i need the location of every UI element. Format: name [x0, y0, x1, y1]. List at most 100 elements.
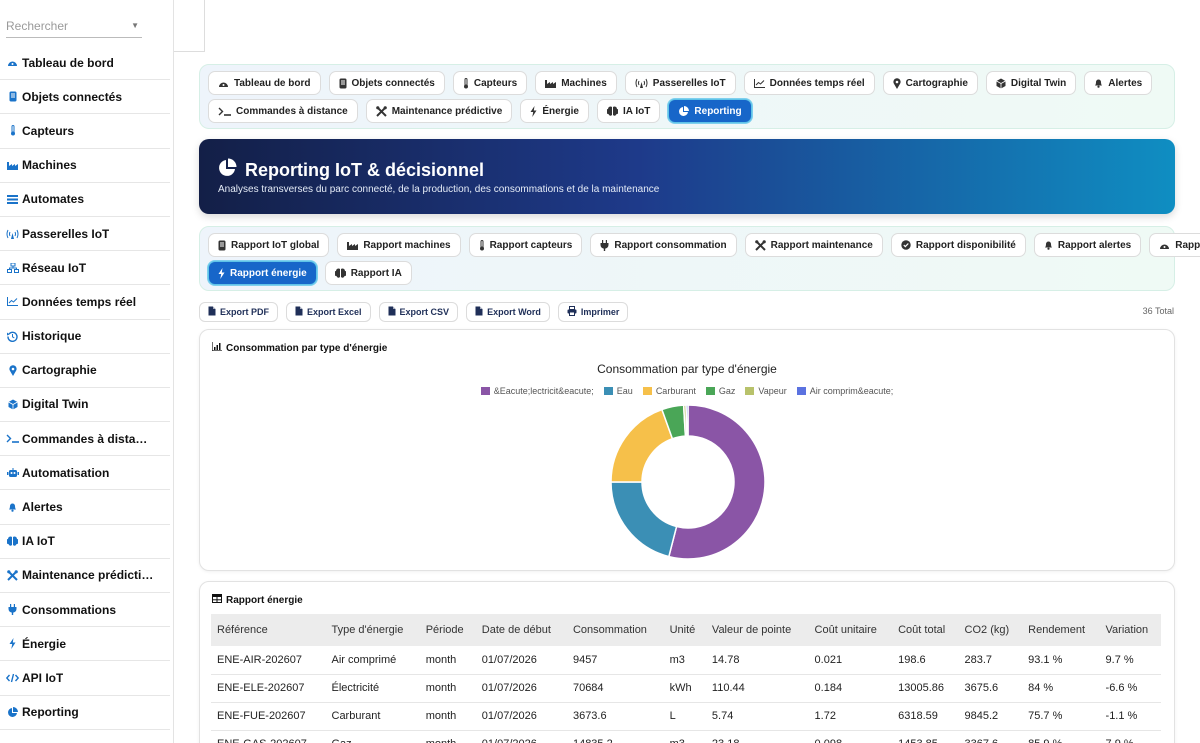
sidebar-item-maintenance-predicti[interactable]: Maintenance prédicti…: [0, 559, 170, 593]
search-select[interactable]: ▼: [6, 14, 142, 38]
imprimer-button[interactable]: Imprimer: [557, 302, 629, 322]
report-tab-rapport-oee[interactable]: Rapport OEE: [1149, 233, 1200, 257]
sidebar-item-label: Machines: [22, 158, 77, 173]
legend-item[interactable]: &Eacute;lectricit&eacute;: [480, 386, 594, 396]
sidebar-item-alertes[interactable]: Alertes: [0, 490, 170, 525]
column-header[interactable]: Unité: [663, 614, 706, 646]
tab-alertes[interactable]: Alertes: [1084, 71, 1153, 95]
report-tab-rapport-machines[interactable]: Rapport machines: [337, 233, 461, 257]
cube-icon: [6, 398, 19, 411]
report-tab-rapport-alertes[interactable]: Rapport alertes: [1033, 233, 1142, 257]
sidebar-item-energie[interactable]: Énergie: [0, 627, 170, 662]
table-row[interactable]: ENE-AIR-202607 Air comprimé month 01/07/202…: [211, 646, 1161, 675]
search-input[interactable]: [6, 18, 116, 33]
table-cell: month: [419, 702, 476, 731]
sidebar-item-reporting[interactable]: Reporting: [0, 696, 170, 730]
legend-item[interactable]: Carburant: [642, 386, 696, 396]
table-cell: 84 %: [1022, 674, 1100, 703]
legend-item[interactable]: Eau: [603, 386, 633, 396]
donut-chart: [610, 404, 766, 560]
tab-machines[interactable]: Machines: [535, 71, 617, 95]
column-header[interactable]: Date de début: [475, 614, 567, 646]
tab-label: Digital Twin: [1010, 77, 1067, 89]
table-row[interactable]: ENE-GAS-202607Gazmonth01/07/202614835.2m…: [211, 730, 1161, 743]
table-cell: 01/07/2026: [475, 702, 567, 731]
table-row[interactable]: ENE-FUE-202607 Carburant month 01/07/2026 36…: [211, 702, 1161, 731]
export-excel-button[interactable]: Export Excel: [286, 302, 371, 322]
report-tab-rapport-ia[interactable]: Rapport IA: [324, 261, 412, 285]
sidebar-item-historique[interactable]: Historique: [0, 320, 170, 354]
tab-cartographie[interactable]: Cartographie: [882, 71, 978, 95]
tab-commandes-a-distance[interactable]: Commandes à distance: [208, 99, 358, 123]
donut-slice-1[interactable]: [610, 481, 678, 558]
tab-maintenance-predictive[interactable]: Maintenance prédictive: [365, 99, 513, 123]
tab-energie[interactable]: Énergie: [520, 99, 589, 123]
table-cell: 1453.85: [892, 730, 959, 743]
sidebar-item-consommations[interactable]: Consommations: [0, 593, 170, 628]
legend-item[interactable]: Air comprim&eacute;: [796, 386, 893, 396]
pie-icon: [6, 706, 19, 719]
sidebar-item-ia-iot[interactable]: IA IoT: [0, 525, 170, 559]
report-tab-rapport-disponibilite[interactable]: Rapport disponibilité: [890, 233, 1026, 257]
page-title: Reporting IoT & décisionnel: [217, 158, 484, 183]
tab-capteurs[interactable]: Capteurs: [452, 71, 528, 95]
sidebar-item-cartographie[interactable]: Cartographie: [0, 354, 170, 388]
column-header[interactable]: Période: [419, 614, 476, 646]
bolt-icon: [6, 637, 19, 650]
file-icon: [475, 306, 483, 318]
legend-item[interactable]: Gaz: [705, 386, 735, 396]
sidebar-item-label: Reporting: [22, 705, 79, 720]
export-pdf-button[interactable]: Export PDF: [199, 302, 279, 322]
chevron-down-icon[interactable]: ▼: [131, 21, 139, 30]
sidebar-item-tableau-de-bord[interactable]: Tableau de bord: [0, 46, 170, 81]
legend-item[interactable]: Vapeur: [745, 386, 787, 396]
sidebar-item-machines[interactable]: Machines: [0, 149, 170, 183]
tab-donnees-temps-reel[interactable]: Données temps réel: [743, 71, 875, 95]
file-icon: [208, 306, 216, 318]
column-header[interactable]: Valeur de pointe: [705, 614, 809, 646]
column-header[interactable]: Type d'énergie: [325, 614, 420, 646]
table-row[interactable]: ENE-ELE-202607 Électricité month 01/07/2026…: [211, 674, 1161, 703]
sidebar-nav: Tableau de bord Objets connectés Capteurs M…: [0, 46, 170, 730]
tab-ia-iot[interactable]: IA IoT: [597, 99, 661, 123]
column-header[interactable]: Coût total: [892, 614, 959, 646]
table-cell: 75.7 %: [1022, 702, 1100, 731]
sidebar-item-automates[interactable]: Automates: [0, 183, 170, 217]
sidebar-item-capteurs[interactable]: Capteurs: [0, 114, 170, 149]
tab-label: Rapport capteurs: [489, 239, 573, 251]
tab-digital-twin[interactable]: Digital Twin: [985, 71, 1077, 95]
tab-objets-connectes[interactable]: Objets connectés: [328, 71, 445, 95]
column-header[interactable]: CO2 (kg): [958, 614, 1023, 646]
sidebar-item-objets-connectes[interactable]: Objets connectés: [0, 80, 170, 115]
column-header[interactable]: Consommation: [566, 614, 664, 646]
sidebar-item-digital-twin[interactable]: Digital Twin: [0, 388, 170, 423]
tab-passerelles-iot[interactable]: Passerelles IoT: [624, 71, 736, 95]
export-csv-button[interactable]: Export CSV: [378, 302, 459, 322]
sidebar-item-passerelles-iot[interactable]: Passerelles IoT: [0, 217, 170, 252]
column-header[interactable]: Référence: [211, 614, 326, 646]
column-header[interactable]: Rendement: [1022, 614, 1100, 646]
tab-label: Rapport OEE: [1175, 239, 1200, 251]
report-tab-rapport-maintenance[interactable]: Rapport maintenance: [744, 233, 883, 257]
report-tab-rapport-energie[interactable]: Rapport énergie: [208, 261, 317, 285]
donut-slice-2[interactable]: [610, 408, 674, 483]
report-tab-rapport-capteurs[interactable]: Rapport capteurs: [468, 233, 583, 257]
donut-slice-5[interactable]: [685, 404, 689, 437]
tab-reporting[interactable]: Reporting: [668, 99, 752, 123]
thermometer-icon: [6, 124, 19, 137]
sidebar-item-commandes-a-dista[interactable]: Commandes à dista…: [0, 422, 170, 457]
sidebar-item-automatisation[interactable]: Automatisation: [0, 456, 170, 491]
export-word-button[interactable]: Export Word: [466, 302, 550, 322]
sidebar-item-api-iot[interactable]: API IoT: [0, 661, 170, 696]
device-icon: [6, 90, 19, 103]
legend-swatch: [603, 387, 613, 395]
column-header[interactable]: Coût unitaire: [808, 614, 893, 646]
tab-tableau-de-bord[interactable]: Tableau de bord: [208, 71, 321, 95]
donut-slice-0[interactable]: [667, 404, 766, 560]
report-tab-rapport-consommation[interactable]: Rapport consommation: [590, 233, 737, 257]
sidebar-item-reseau-iot[interactable]: Réseau IoT: [0, 251, 170, 286]
report-tab-rapport-iot-global[interactable]: Rapport IoT global: [208, 233, 330, 257]
sidebar-item-donnees-temps-reel[interactable]: Données temps réel: [0, 285, 170, 320]
sidebar-item-label: Capteurs: [22, 123, 75, 138]
column-header[interactable]: Variation: [1099, 614, 1161, 646]
